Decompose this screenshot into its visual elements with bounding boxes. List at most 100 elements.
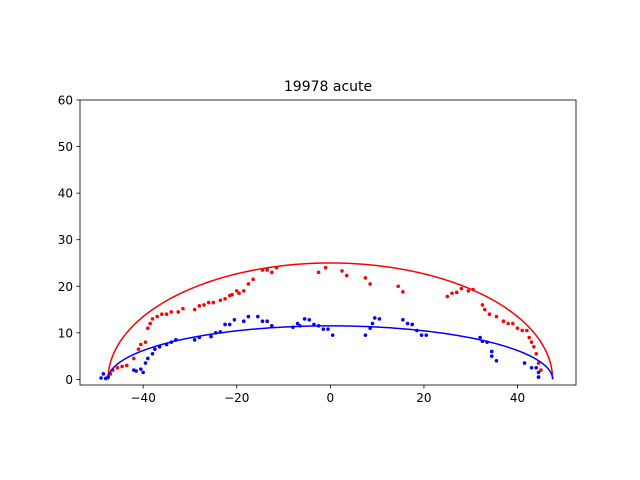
data-point — [536, 375, 541, 379]
data-point — [148, 321, 152, 326]
data-point — [157, 345, 162, 349]
data-point — [522, 361, 527, 365]
data-point — [265, 319, 269, 324]
data-point — [511, 321, 515, 326]
y-tick-label: 40 — [58, 187, 73, 201]
data-point — [202, 303, 206, 307]
data-point — [344, 273, 349, 278]
data-point — [150, 317, 155, 321]
data-point — [141, 370, 145, 375]
data-point — [478, 335, 482, 340]
data-point — [232, 318, 237, 322]
data-point — [480, 339, 485, 344]
data-point — [209, 334, 213, 339]
data-point — [445, 294, 450, 299]
x-tick-label: 20 — [416, 391, 431, 405]
data-point — [192, 338, 197, 342]
data-point — [146, 326, 150, 330]
data-point — [527, 335, 532, 340]
data-point — [143, 361, 148, 365]
data-point — [529, 340, 534, 344]
data-point — [316, 324, 321, 328]
data-point — [136, 347, 141, 351]
data-point — [302, 317, 307, 321]
axes-frame — [79, 99, 577, 386]
data-point — [246, 314, 251, 319]
data-point — [321, 327, 326, 331]
data-point — [192, 307, 197, 312]
data-point — [410, 322, 415, 327]
data-point — [363, 333, 368, 337]
y-tick-label: 60 — [58, 94, 73, 108]
chart-title: 19978 acute — [284, 79, 372, 95]
data-point — [539, 368, 543, 372]
axes: −40 −20 0 20 40 0 10 20 30 40 50 60 — [58, 94, 577, 405]
data-point — [124, 363, 129, 368]
data-point — [106, 375, 110, 379]
data-point — [256, 314, 260, 319]
data-point — [401, 318, 405, 322]
data-point — [227, 322, 232, 327]
data-point — [368, 326, 372, 330]
data-point — [120, 364, 124, 369]
data-point — [316, 270, 321, 275]
data-point — [295, 321, 300, 326]
series-0 — [106, 262, 554, 380]
data-point — [270, 324, 274, 328]
data-point — [181, 306, 185, 311]
data-point — [291, 325, 295, 330]
data-point — [230, 292, 234, 297]
fit-curve-0 — [107, 262, 554, 380]
data-point — [298, 324, 302, 328]
data-point — [213, 331, 218, 335]
data-point — [494, 314, 499, 319]
data-point — [132, 356, 136, 361]
data-point — [529, 365, 534, 370]
x-tick-label: −40 — [131, 391, 156, 405]
data-point — [223, 322, 227, 327]
data-point — [424, 333, 429, 337]
data-point — [312, 322, 316, 327]
data-point — [405, 321, 410, 326]
data-point — [363, 276, 368, 280]
data-point — [197, 335, 202, 340]
data-point — [487, 312, 492, 317]
data-point — [274, 265, 279, 270]
data-point — [506, 321, 510, 326]
data-point — [251, 277, 255, 282]
series-1 — [99, 314, 554, 381]
data-point — [160, 312, 164, 317]
data-point — [99, 376, 103, 380]
data-point — [307, 318, 312, 322]
data-point — [197, 304, 202, 308]
data-point — [169, 340, 174, 344]
data-point — [223, 297, 227, 301]
data-point — [323, 265, 328, 270]
data-point — [260, 319, 265, 324]
data-point — [241, 289, 246, 293]
data-point — [471, 287, 475, 292]
data-point — [143, 340, 148, 344]
data-point — [536, 370, 541, 375]
data-point — [218, 298, 223, 303]
data-point — [480, 303, 485, 307]
data-point — [536, 361, 541, 365]
data-point — [454, 290, 459, 295]
data-point — [218, 330, 223, 334]
y-tick-label: 0 — [65, 373, 73, 387]
data-point — [368, 282, 372, 286]
y-tick-label: 30 — [58, 233, 73, 247]
data-point — [150, 352, 155, 356]
data-point — [396, 284, 400, 289]
data-point — [340, 269, 344, 273]
data-point — [260, 268, 265, 272]
data-point — [401, 290, 405, 294]
data-point — [115, 365, 120, 370]
data-point — [489, 354, 494, 358]
data-point — [489, 349, 494, 354]
data-point — [211, 300, 216, 305]
data-point — [534, 365, 539, 370]
data-point — [494, 358, 499, 363]
data-point — [515, 326, 520, 330]
